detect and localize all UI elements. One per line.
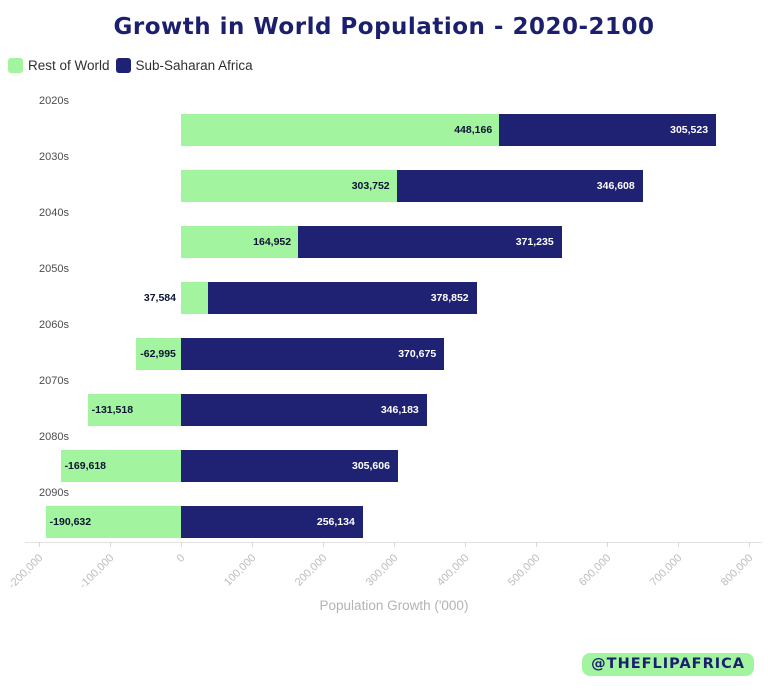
x-tick-mark bbox=[749, 542, 750, 547]
bar-segment-rest-of-world bbox=[136, 338, 181, 370]
legend-swatch-sub-saharan-africa-icon bbox=[115, 58, 131, 73]
category-label: 2060s bbox=[39, 319, 69, 331]
chart-title: Growth in World Population - 2020-2100 bbox=[113, 14, 655, 40]
bar-segment-rest-of-world bbox=[181, 282, 208, 314]
bar-segment-rest-of-world bbox=[181, 114, 500, 146]
x-tick-mark bbox=[607, 542, 608, 547]
bar-segment-rest-of-world bbox=[45, 506, 181, 538]
bar-value-label: 164,952 bbox=[253, 236, 292, 248]
bar-value-label: 378,852 bbox=[430, 292, 469, 304]
category-label: 2050s bbox=[39, 263, 69, 275]
x-tick-mark bbox=[323, 542, 324, 547]
category-label: 2090s bbox=[39, 487, 69, 499]
bar-value-label: -169,618 bbox=[64, 460, 107, 472]
bar-segment-sub-saharan-africa bbox=[181, 394, 427, 426]
category-label: 2080s bbox=[39, 431, 69, 443]
bar-segment-sub-saharan-africa bbox=[181, 450, 398, 482]
category-label: 2020s bbox=[39, 95, 69, 107]
x-tick-mark bbox=[465, 542, 466, 547]
bar-segment-rest-of-world bbox=[87, 394, 181, 426]
bar-value-label: 346,183 bbox=[380, 404, 419, 416]
x-tick-mark bbox=[536, 542, 537, 547]
legend-swatch-rest-of-world-icon bbox=[8, 58, 23, 73]
x-tick-mark bbox=[39, 542, 40, 547]
chart-legend: Rest of World Sub-Saharan Africa bbox=[8, 58, 259, 73]
bar-segment-rest-of-world bbox=[181, 170, 397, 202]
bar-value-label: 346,608 bbox=[596, 180, 635, 192]
bar-value-label: 305,606 bbox=[352, 460, 390, 472]
x-tick-mark bbox=[394, 542, 395, 547]
x-axis-title: Population Growth ('000) bbox=[319, 598, 469, 613]
legend-label-rest-of-world: Rest of World bbox=[28, 58, 110, 73]
bar-segment-rest-of-world bbox=[181, 226, 299, 258]
legend-item-sub-saharan-africa: Sub-Saharan Africa bbox=[115, 58, 253, 73]
bar-segment-sub-saharan-africa bbox=[207, 282, 477, 314]
bar-segment-sub-saharan-africa bbox=[181, 338, 445, 370]
bar-value-label: 256,134 bbox=[316, 516, 355, 528]
bar-value-label: 370,675 bbox=[398, 348, 437, 360]
bar-segment-rest-of-world bbox=[60, 450, 181, 482]
bar-segment-sub-saharan-africa bbox=[298, 226, 562, 258]
bar-segment-sub-saharan-africa bbox=[499, 114, 717, 146]
bar-value-label: 37,584 bbox=[143, 292, 176, 304]
bar-segment-sub-saharan-africa bbox=[181, 506, 363, 538]
bar-value-label: -62,995 bbox=[140, 348, 176, 360]
bar-segment-sub-saharan-africa bbox=[396, 170, 643, 202]
legend-label-sub-saharan-africa: Sub-Saharan Africa bbox=[135, 58, 253, 73]
bar-value-label: -131,518 bbox=[91, 404, 134, 416]
bar-value-label: 305,523 bbox=[670, 124, 709, 136]
bar-value-label: 371,235 bbox=[515, 236, 554, 248]
legend-item-rest-of-world: Rest of World bbox=[8, 58, 110, 73]
x-tick-mark bbox=[252, 542, 253, 547]
x-tick-mark bbox=[678, 542, 679, 547]
category-label: 2030s bbox=[39, 151, 69, 163]
bar-value-label: -190,632 bbox=[49, 516, 92, 528]
category-label: 2070s bbox=[39, 375, 69, 387]
bar-value-label: 448,166 bbox=[454, 124, 493, 136]
category-label: 2040s bbox=[39, 207, 69, 219]
x-tick-mark bbox=[181, 542, 182, 547]
x-axis-line bbox=[25, 542, 762, 543]
watermark-badge: @THEFLIPAFRICA bbox=[582, 653, 754, 676]
x-tick-mark bbox=[110, 542, 111, 547]
bar-value-label: 303,752 bbox=[351, 180, 390, 192]
